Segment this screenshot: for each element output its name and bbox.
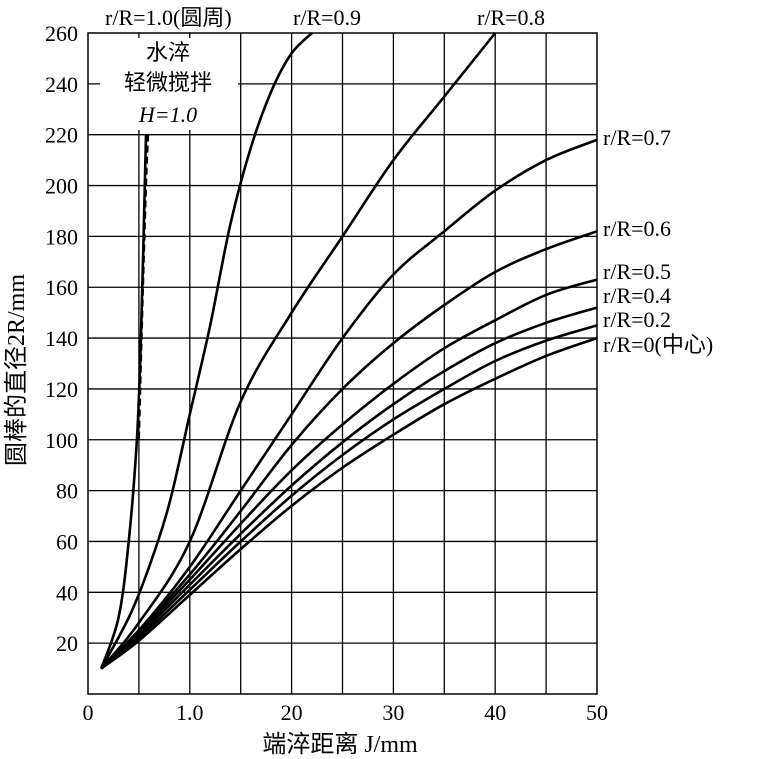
series-label: r/R=0.6 (603, 216, 671, 241)
y-tick-label: 260 (45, 21, 78, 46)
y-tick-label: 100 (45, 428, 78, 453)
x-tick-label: 30 (382, 700, 404, 725)
series-label: r/R=0.2 (603, 307, 671, 332)
y-axis-title: 圆棒的直径2R/mm (3, 274, 30, 466)
y-tick-label: 80 (56, 479, 78, 504)
x-tick-label: 0 (83, 700, 94, 725)
y-tick-label: 140 (45, 326, 78, 351)
annotation-line3: H=1.0 (138, 102, 197, 127)
annotation-bg (100, 38, 238, 130)
y-tick-label: 160 (45, 275, 78, 300)
series-label: r/R=1.0(圆周) (105, 5, 232, 30)
x-tick-label: 1.0 (176, 700, 204, 725)
series-label: r/R=0(中心) (603, 332, 713, 357)
curves (99, 32, 598, 670)
y-tick-label: 20 (56, 631, 78, 656)
series-line (100, 230, 598, 670)
series-labels: r/R=0.7r/R=0.6r/R=0.5r/R=0.4r/R=0.2r/R=0… (105, 5, 713, 357)
series-label: r/R=0.5 (603, 259, 671, 284)
dashed-series-line (137, 134, 150, 440)
series-label: r/R=0.7 (603, 125, 671, 150)
x-axis-title: 端淬距离 J/mm (262, 731, 418, 758)
series-line (100, 138, 598, 670)
series-line (100, 336, 598, 670)
annotation-line2: 轻微搅拌 (124, 70, 212, 95)
series-line (99, 134, 148, 670)
series-line (100, 306, 598, 670)
x-tick-label: 20 (281, 700, 303, 725)
y-tick-label: 120 (45, 377, 78, 402)
x-tick-label: 40 (484, 700, 506, 725)
y-tick-label: 220 (45, 123, 78, 148)
y-tick-label: 180 (45, 224, 78, 249)
series-line (100, 324, 598, 670)
series-line (100, 278, 598, 670)
x-tick-label: 50 (586, 700, 608, 725)
series-line (100, 32, 313, 670)
grid (88, 33, 597, 694)
y-tick-label: 240 (45, 72, 78, 97)
y-tick-label: 60 (56, 529, 78, 554)
y-tick-label: 200 (45, 174, 78, 199)
y-tick-label: 40 (56, 580, 78, 605)
series-line (100, 32, 497, 670)
series-label: r/R=0.9 (293, 5, 361, 30)
plot-frame (87, 32, 598, 695)
series-label: r/R=0.8 (477, 5, 545, 30)
series-label: r/R=0.4 (603, 283, 671, 308)
annotation-line1: 水淬 (146, 40, 190, 65)
ticks: 20 40 60 80 100 120 140 160 180 200 220 240 260 0 1.0 2… (45, 21, 608, 725)
